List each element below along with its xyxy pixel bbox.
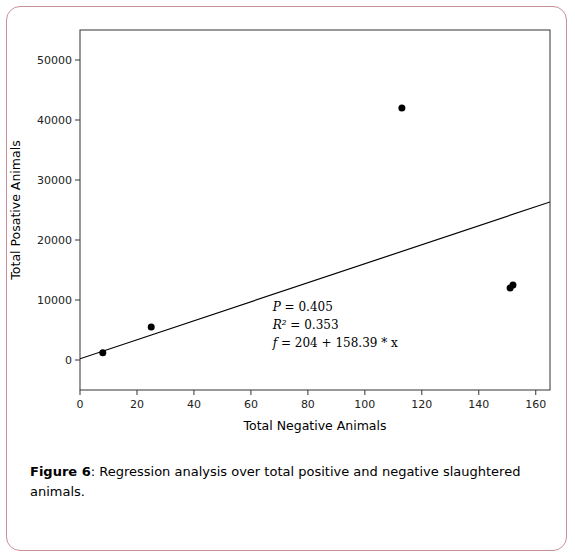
- y-tick-label: 50000: [37, 54, 72, 67]
- annotation-value: = 204 + 158.39 * x: [277, 336, 398, 350]
- y-tick: [75, 360, 80, 361]
- annotation: f = 204 + 158.39 * x: [272, 336, 398, 350]
- annotation: P = 0.405: [272, 300, 333, 314]
- caption-label: Figure 6: [30, 464, 91, 479]
- y-tick: [75, 240, 80, 241]
- x-axis-label: Total Negative Animals: [242, 418, 386, 433]
- caption: Figure 6: Regression analysis over total…: [30, 462, 545, 501]
- annotation-value: = 0.353: [287, 318, 339, 332]
- y-tick: [75, 180, 80, 181]
- x-tick: [307, 390, 308, 395]
- x-tick-label: 120: [411, 398, 432, 411]
- marks: [80, 105, 550, 359]
- x-tick: [478, 390, 479, 395]
- x-tick: [250, 390, 251, 395]
- y-tick-label: 0: [65, 354, 72, 367]
- x-tick: [421, 390, 422, 395]
- caption-text: : Regression analysis over total positiv…: [30, 464, 520, 499]
- regression-line: [80, 202, 550, 359]
- y-axis-label: Total Posative Animals: [8, 140, 23, 280]
- plot-frame: [80, 30, 550, 390]
- annotation-value: = 0.405: [281, 300, 333, 314]
- y-tick: [75, 300, 80, 301]
- x-tick-label: 60: [244, 398, 258, 411]
- chart: 0 20 40 60 80 100 120 140 160 0 10000 20000 30000 400…: [0, 0, 575, 450]
- x-tick-label: 160: [525, 398, 546, 411]
- x-tick: [136, 390, 137, 395]
- y-tick-label: 10000: [37, 294, 72, 307]
- scatter-point: [509, 282, 516, 289]
- x-tick: [535, 390, 536, 395]
- x-tick-label: 140: [468, 398, 489, 411]
- x-tick-label: 80: [301, 398, 315, 411]
- scatter-point: [398, 105, 405, 112]
- y-tick-label: 40000: [37, 114, 72, 127]
- y-tick-label: 20000: [37, 234, 72, 247]
- x-tick-label: 0: [77, 398, 84, 411]
- annotation-symbol: R²: [272, 318, 287, 332]
- x-tick-label: 40: [187, 398, 201, 411]
- y-tick: [75, 60, 80, 61]
- y-tick-label: 30000: [37, 174, 72, 187]
- x-tick: [193, 390, 194, 395]
- annotation: R² = 0.353: [272, 318, 339, 332]
- x-tick-label: 100: [354, 398, 375, 411]
- scatter-point: [148, 324, 155, 331]
- x-tick: [80, 390, 81, 395]
- y-tick: [75, 120, 80, 121]
- x-tick-label: 20: [130, 398, 144, 411]
- x-tick: [364, 390, 365, 395]
